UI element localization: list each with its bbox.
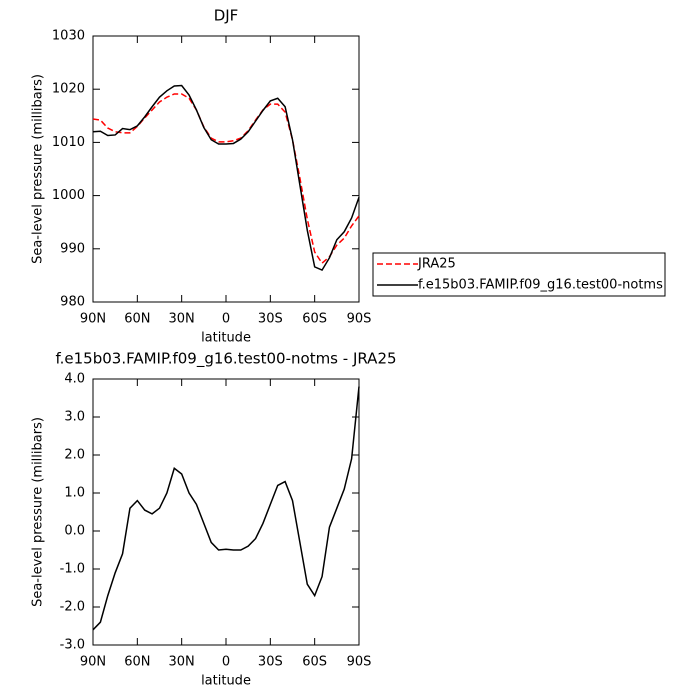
legend-label: JRA25	[417, 257, 456, 272]
x-tick-label: 90N	[80, 655, 106, 670]
x-tick-label: 60S	[302, 655, 327, 670]
x-tick-label: 30S	[258, 655, 283, 670]
x-tick-label: 90S	[347, 312, 372, 327]
y-tick-label: 0.0	[64, 524, 85, 539]
x-tick-label: 30S	[258, 312, 283, 327]
data-line	[92, 386, 360, 631]
y-tick-label: 1010	[52, 135, 85, 150]
y-tick-label: -1.0	[60, 562, 85, 577]
legend-label: f.e15b03.FAMIP.f09_g16.test00-notms	[418, 278, 663, 293]
x-tick-label: 90N	[80, 312, 106, 327]
x-axis-label: latitude	[201, 674, 251, 689]
x-tick-label: 30N	[169, 312, 195, 327]
y-tick-label: 980	[60, 295, 85, 310]
y-tick-label: 990	[60, 241, 85, 256]
y-tick-label: -3.0	[60, 638, 85, 653]
y-tick-label: 1.0	[64, 486, 85, 501]
y-tick-label: -2.0	[60, 600, 85, 615]
y-axis-label: Sea-level pressure (millibars)	[31, 417, 46, 607]
y-tick-label: 3.0	[64, 410, 85, 425]
plot-frame	[92, 35, 360, 303]
x-tick-label: 60N	[124, 655, 150, 670]
x-tick-label: 30N	[169, 655, 195, 670]
x-tick-label: 60N	[124, 312, 150, 327]
data-line	[92, 93, 360, 265]
y-tick-label: 1000	[52, 188, 85, 203]
y-axis-label: Sea-level pressure (millibars)	[31, 74, 46, 264]
y-tick-label: 4.0	[64, 372, 85, 387]
x-tick-label: 90S	[347, 655, 372, 670]
x-tick-label: 0	[222, 655, 230, 670]
chart-title: DJF	[214, 7, 239, 25]
data-line	[92, 84, 360, 272]
legend-box	[372, 252, 666, 297]
legend: JRA25 f.e15b03.FAMIP.f09_g16.test00-notms	[372, 252, 666, 297]
x-tick-label: 0	[222, 312, 230, 327]
y-tick-label: 1030	[52, 29, 85, 44]
plot-frame	[92, 378, 360, 646]
y-tick-label: 2.0	[64, 448, 85, 463]
chart-title: f.e15b03.FAMIP.f09_g16.test00-notms - JR…	[55, 350, 396, 369]
x-tick-label: 60S	[302, 312, 327, 327]
y-tick-label: 1020	[52, 82, 85, 97]
x-axis-label: latitude	[201, 331, 251, 346]
